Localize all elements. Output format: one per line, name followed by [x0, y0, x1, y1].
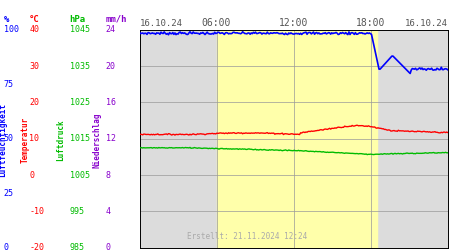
- Text: 40: 40: [29, 26, 39, 35]
- Bar: [216, 30, 300, 248]
- Text: 995: 995: [70, 207, 85, 216]
- Text: 1045: 1045: [70, 26, 90, 35]
- Text: %: %: [4, 15, 9, 24]
- Text: 12: 12: [106, 134, 116, 143]
- Text: Luftdruck: Luftdruck: [56, 119, 65, 161]
- Text: 100: 100: [4, 26, 18, 35]
- Text: 25: 25: [4, 188, 13, 198]
- Text: 1025: 1025: [70, 98, 90, 107]
- Text: 20: 20: [29, 98, 39, 107]
- Text: 10: 10: [29, 134, 39, 143]
- Text: 18:00: 18:00: [356, 18, 385, 28]
- Bar: [300, 30, 377, 248]
- Text: 1015: 1015: [70, 134, 90, 143]
- Text: Luftfeuchtigkeit: Luftfeuchtigkeit: [0, 103, 7, 177]
- Text: 1035: 1035: [70, 62, 90, 71]
- Text: -20: -20: [29, 243, 44, 250]
- Text: 0: 0: [4, 243, 9, 250]
- Text: 24: 24: [106, 26, 116, 35]
- Text: Erstellt: 21.11.2024 12:24: Erstellt: 21.11.2024 12:24: [187, 232, 307, 241]
- Text: 0: 0: [29, 170, 34, 179]
- Text: 30: 30: [29, 62, 39, 71]
- Text: -10: -10: [29, 207, 44, 216]
- Text: 16: 16: [106, 98, 116, 107]
- Text: Niederschlag: Niederschlag: [92, 112, 101, 168]
- Text: 8: 8: [106, 170, 111, 179]
- Text: 16.10.24: 16.10.24: [405, 19, 448, 28]
- Text: 75: 75: [4, 80, 13, 89]
- Text: 06:00: 06:00: [202, 18, 231, 28]
- Text: Temperatur: Temperatur: [20, 117, 29, 163]
- Text: mm/h: mm/h: [106, 15, 127, 24]
- Text: 20: 20: [106, 62, 116, 71]
- Text: 16.10.24: 16.10.24: [140, 19, 183, 28]
- Text: 50: 50: [4, 134, 13, 143]
- Text: 1005: 1005: [70, 170, 90, 179]
- Text: hPa: hPa: [70, 15, 86, 24]
- Text: 4: 4: [106, 207, 111, 216]
- Text: 0: 0: [106, 243, 111, 250]
- Text: °C: °C: [29, 15, 40, 24]
- Text: 12:00: 12:00: [279, 18, 308, 28]
- Text: 985: 985: [70, 243, 85, 250]
